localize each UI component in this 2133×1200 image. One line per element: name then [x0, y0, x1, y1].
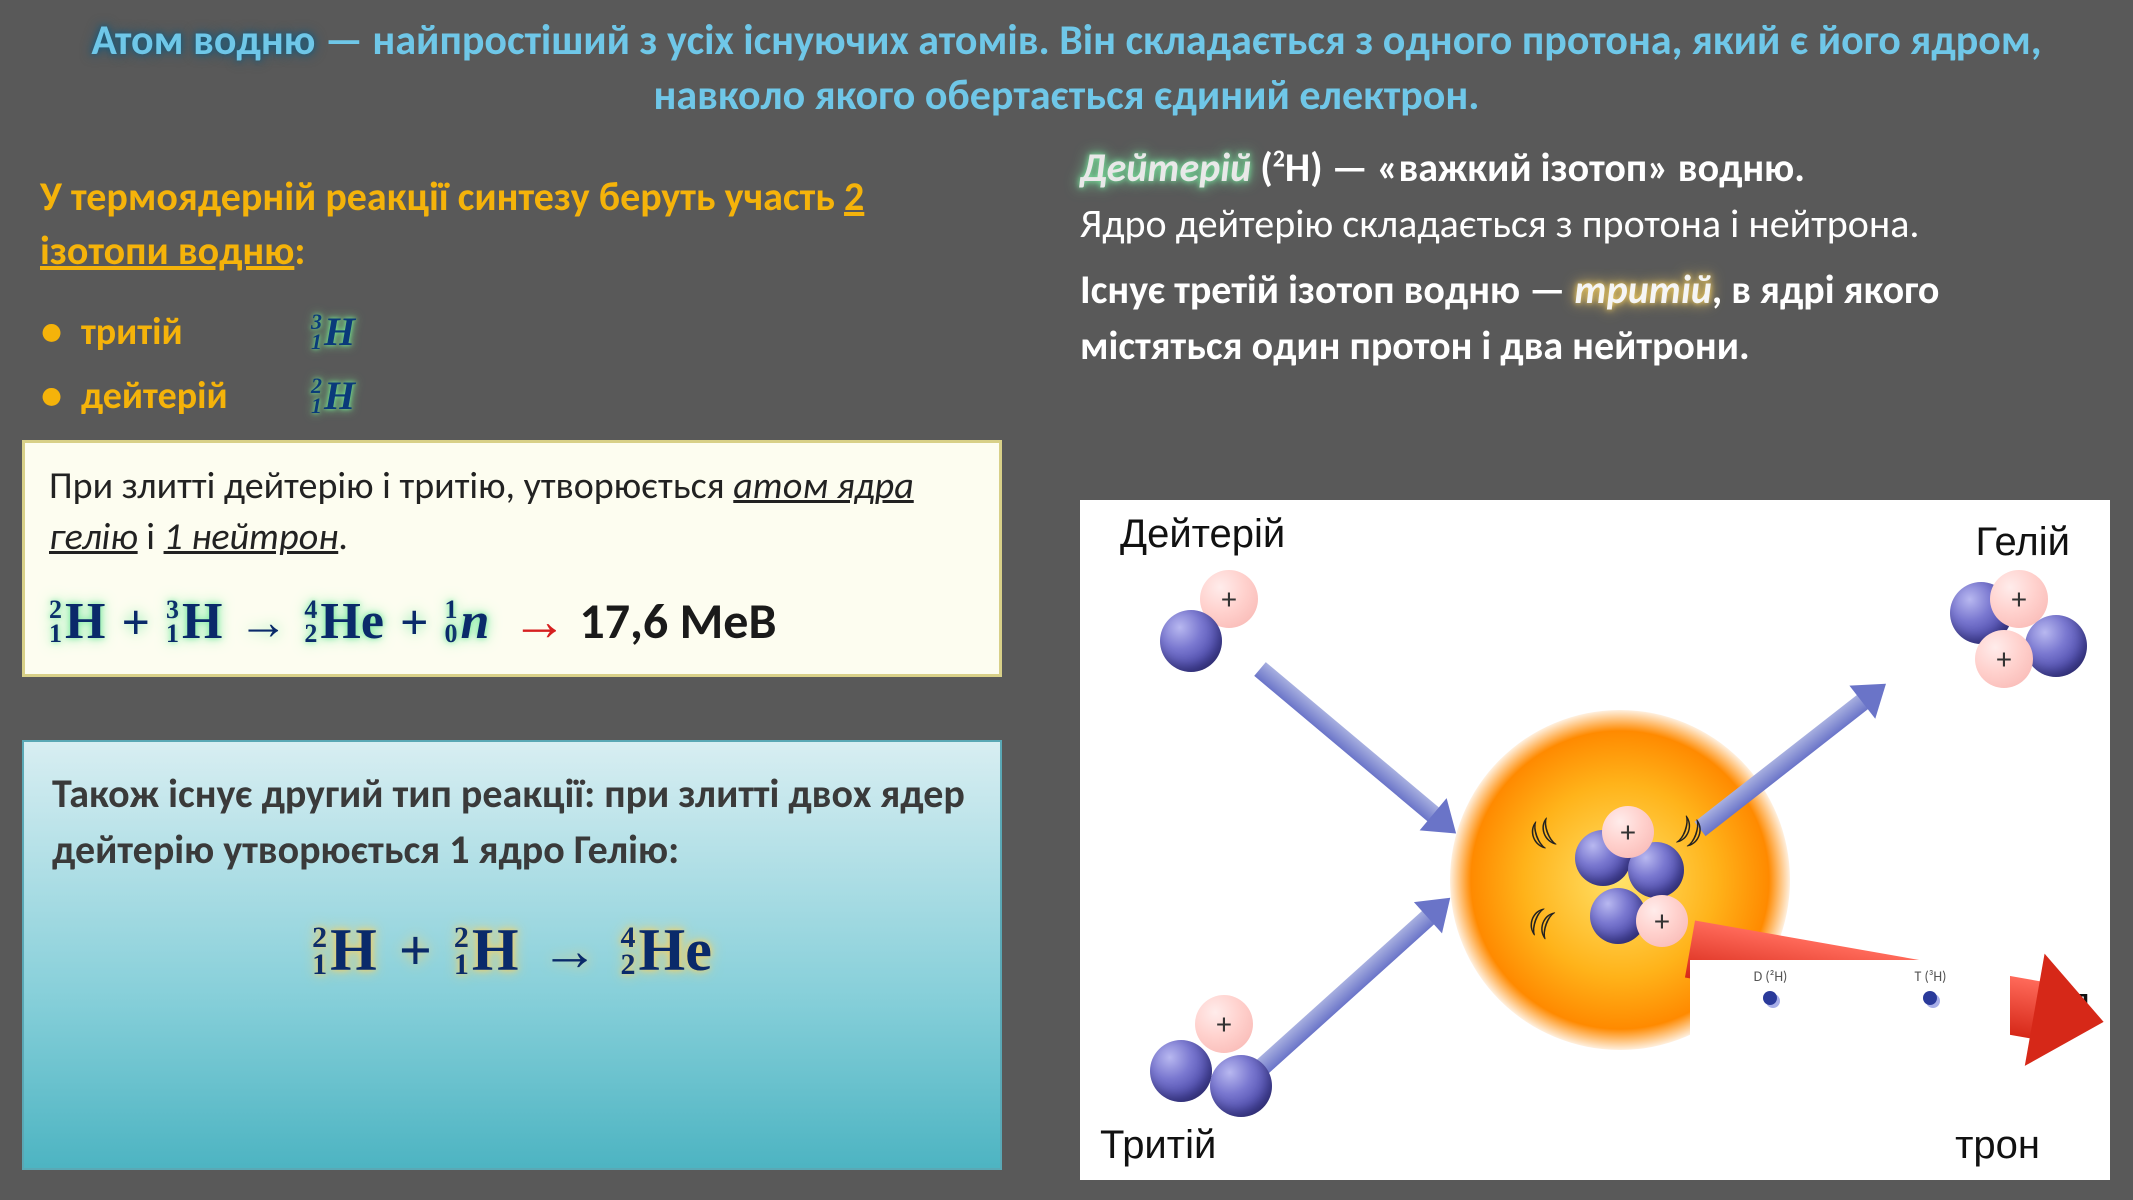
eq-term-he4: 42He	[304, 592, 384, 651]
second-reaction-box: Також існує другий тип реакції: при злит…	[22, 740, 1002, 1170]
bullet-icon: ●	[40, 302, 63, 363]
list-item: ● дейтерій 21 H	[40, 364, 540, 428]
eq2-term-h2b: 21H	[454, 916, 519, 985]
proton-icon: +	[1636, 895, 1688, 947]
tritium-symbol: 31 H	[311, 300, 355, 364]
deuterium-desc: Ядро дейтерію складається з протона і не…	[1080, 196, 2103, 252]
label-helium: Гелій	[1976, 520, 2070, 565]
second-reaction-desc: Також існує другий тип реакції: при злит…	[52, 766, 972, 878]
fusion-equation: 21H + 31H → 42He + 10n → 17,6 МеВ	[49, 590, 975, 654]
fusion-reaction-box: При злитті дейтерію і тритію, утворюєтьс…	[22, 440, 1002, 677]
list-item: ● тритій 31 H	[40, 300, 540, 364]
fusion-diagram: Дейтерій Гелій Тритій трон Енергія + + +…	[1080, 500, 2110, 1180]
intro-b: :	[294, 226, 305, 275]
proton-icon: +	[1195, 995, 1253, 1053]
right-text-block: Дейтерій (2H) — «важкий ізотоп» водню. Я…	[1080, 140, 2103, 374]
neutron-icon	[1210, 1055, 1272, 1117]
deuterium-def: Дейтерій (2H) — «важкий ізотоп» водню.	[1080, 140, 2103, 196]
arrow-icon: →	[238, 593, 288, 651]
title-body: — найпростіший з усіх існуючих атомів. В…	[315, 15, 2041, 121]
neutron-icon	[2025, 615, 2087, 677]
page-title: Атом водню — найпростіший з усіх існуючи…	[0, 14, 2133, 123]
proton-icon: +	[1975, 630, 2033, 688]
bullet-icon: ●	[40, 366, 63, 427]
mini-nucleus-icon	[1763, 991, 1777, 1005]
proton-icon: +	[1602, 806, 1654, 858]
plus-icon: +	[400, 593, 429, 651]
second-equation: 21H + 21H → 42He	[52, 916, 972, 985]
isotope-list: ● тритій 31 H ● дейтерій 21 H	[40, 300, 540, 428]
mini-overlay: D (²H) T (³H)	[1690, 960, 2010, 1090]
mini-d: D (²H)	[1754, 968, 1788, 1009]
deuterium-symbol: 21 H	[311, 364, 355, 428]
energy-output: 17,6 МеВ	[579, 591, 776, 652]
arrow-icon: →	[541, 917, 599, 984]
tritium-def: Існує третій ізотоп водню — тритій, в яд…	[1080, 262, 2103, 374]
neutron-icon	[1160, 610, 1222, 672]
mini-nucleus-icon	[1923, 991, 1937, 1005]
fusion-intro: У термоядерній реакції синтезу беруть уч…	[40, 170, 970, 278]
eq2-term-h2a: 21H	[312, 916, 377, 985]
iso-tritium-label: тритій	[81, 302, 311, 363]
arrow-in-tritium-icon	[1254, 908, 1437, 1075]
iso-deuterium-label: дейтерій	[81, 366, 311, 427]
tritium-name: тритій	[1574, 265, 1711, 314]
neutron-icon	[1150, 1040, 1212, 1102]
deuterium-name: Дейтерій	[1080, 143, 1251, 192]
title-highlight: Атом водню	[91, 15, 315, 66]
label-tritium: Тритій	[1100, 1123, 1216, 1168]
label-deuterium: Дейтерій	[1120, 512, 1285, 557]
eq-term-n: 10n	[444, 592, 489, 651]
arrow-red-icon: →	[511, 590, 567, 654]
intro-a: У термоядерній реакції синтезу беруть уч…	[40, 172, 844, 221]
plus-icon: +	[121, 593, 150, 651]
eq2-term-he4: 42He	[621, 916, 712, 985]
fusion-desc: При злитті дейтерію і тритію, утворюєтьс…	[49, 461, 975, 564]
plus-icon: +	[399, 917, 432, 984]
eq-term-h3: 31H	[166, 592, 222, 651]
arrow-in-deuterium-icon	[1254, 662, 1442, 824]
mini-t: T (³H)	[1915, 968, 1947, 1009]
eq-term-h2: 21H	[49, 592, 105, 651]
label-neutron: трон	[1955, 1123, 2040, 1168]
